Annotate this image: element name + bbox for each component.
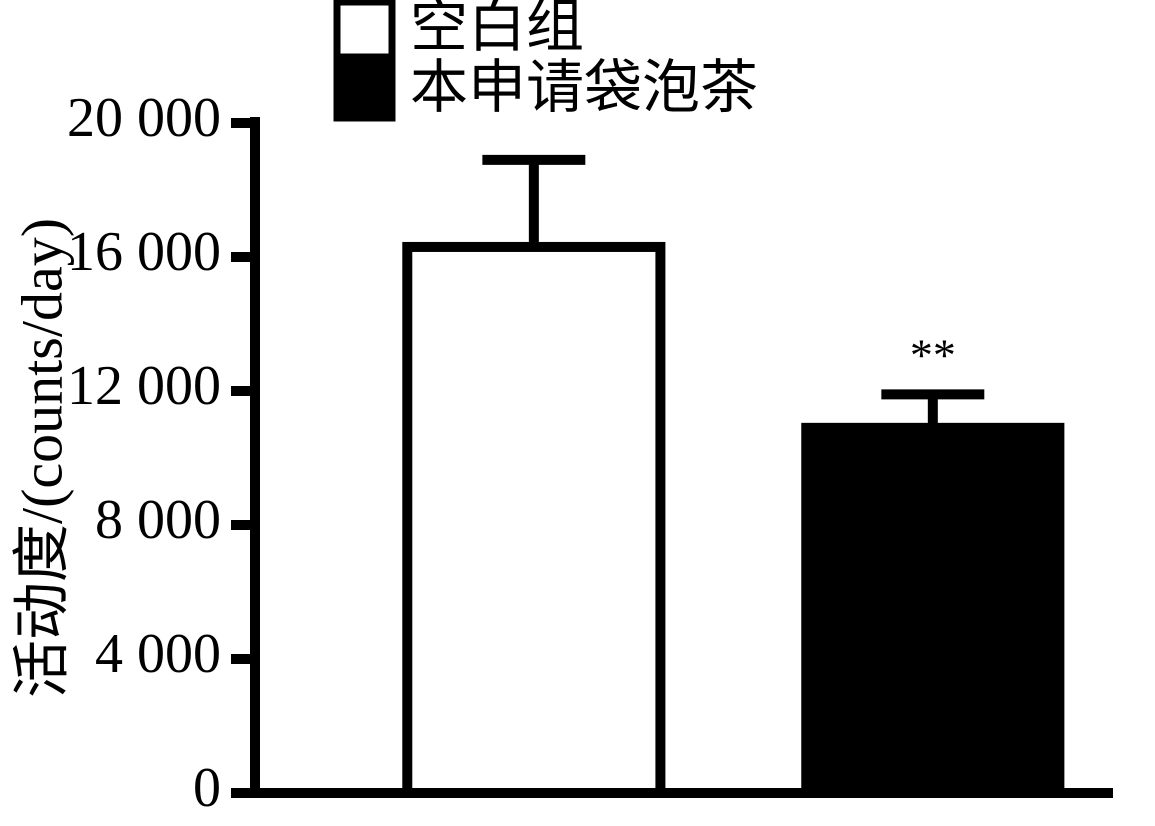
y-axis-label: 活动度/(counts/day) <box>9 218 74 698</box>
legend-label-1: 本申请袋泡茶 <box>410 55 758 120</box>
significance-marker-1: ** <box>910 329 956 380</box>
legend-label-0: 空白组 <box>410 0 584 59</box>
y-tick-label-4: 16 000 <box>67 221 221 283</box>
legend-swatch-0 <box>337 2 392 57</box>
chart-svg: ** 0 4 000 8 000 12 000 16 000 20 000 活动度/(coun… <box>0 0 1155 826</box>
activity-bar-chart: ** 0 4 000 8 000 12 000 16 000 20 000 活动度/(coun… <box>0 0 1155 826</box>
y-tick-label-3: 12 000 <box>67 355 221 417</box>
bar-0 <box>407 247 660 793</box>
y-tick-label-2: 8 000 <box>95 489 221 551</box>
bar-1 <box>806 428 1059 793</box>
y-tick-label-1: 4 000 <box>95 623 221 685</box>
legend-swatch-1 <box>337 63 392 118</box>
y-tick-label-0: 0 <box>193 757 221 819</box>
y-tick-label-5: 20 000 <box>67 87 221 149</box>
